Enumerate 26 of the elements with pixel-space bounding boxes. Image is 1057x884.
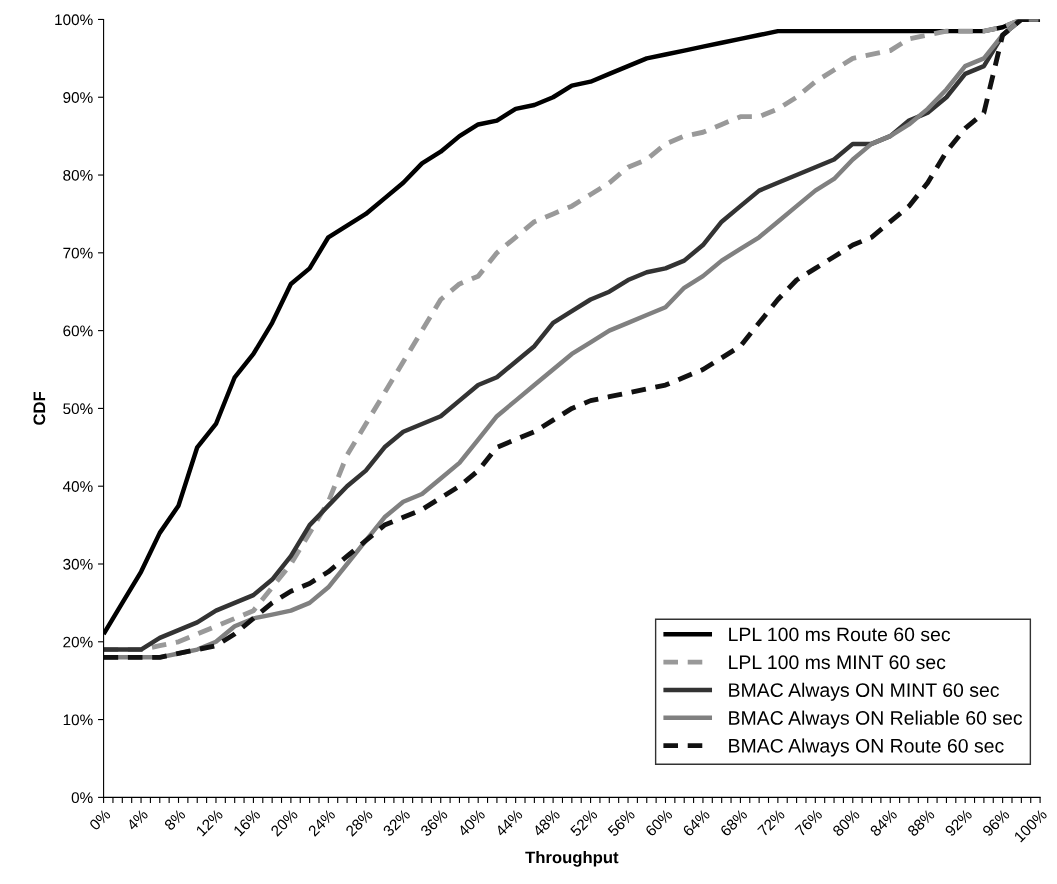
y-tick-label: 40%	[62, 481, 93, 492]
x-axis-title: Throughput	[525, 851, 619, 867]
legend-label: LPL 100 ms MINT 60 sec	[729, 655, 946, 670]
y-tick-label: 100%	[55, 14, 93, 26]
y-tick-label: 50%	[63, 403, 93, 415]
y-tick-label: 80%	[63, 169, 93, 181]
x-tick-label: 44%	[494, 808, 524, 838]
legend-label: BMAC Always ON MINT 60 sec	[729, 682, 999, 701]
x-tick-label: 40%	[457, 808, 486, 838]
legend-label: BMAC Always ON Route 60 sec	[729, 738, 1004, 757]
y-tick-label: 90%	[63, 92, 93, 103]
legend-label: BMAC Always ON Reliable 60 sec	[729, 710, 1023, 729]
x-tick-label: 0%	[88, 808, 112, 831]
legend-label: LPL 100 ms Route 60 sec	[729, 627, 951, 642]
x-tick-label: 8%	[163, 808, 187, 831]
x-tick-label: 72%	[757, 808, 786, 837]
x-tick-label: 4%	[126, 808, 149, 832]
y-tick-label: 60%	[63, 325, 93, 337]
x-tick-label: 76%	[794, 808, 823, 837]
y-tick-label: 0%	[71, 792, 93, 804]
y-tick-label: 30%	[63, 558, 93, 570]
y-tick-label: 10%	[63, 714, 93, 726]
x-tick-label: 48%	[532, 808, 561, 838]
y-tick-label: 70%	[63, 247, 93, 259]
y-axis-title: CDF	[33, 391, 46, 425]
y-tick-label: 20%	[63, 636, 93, 648]
